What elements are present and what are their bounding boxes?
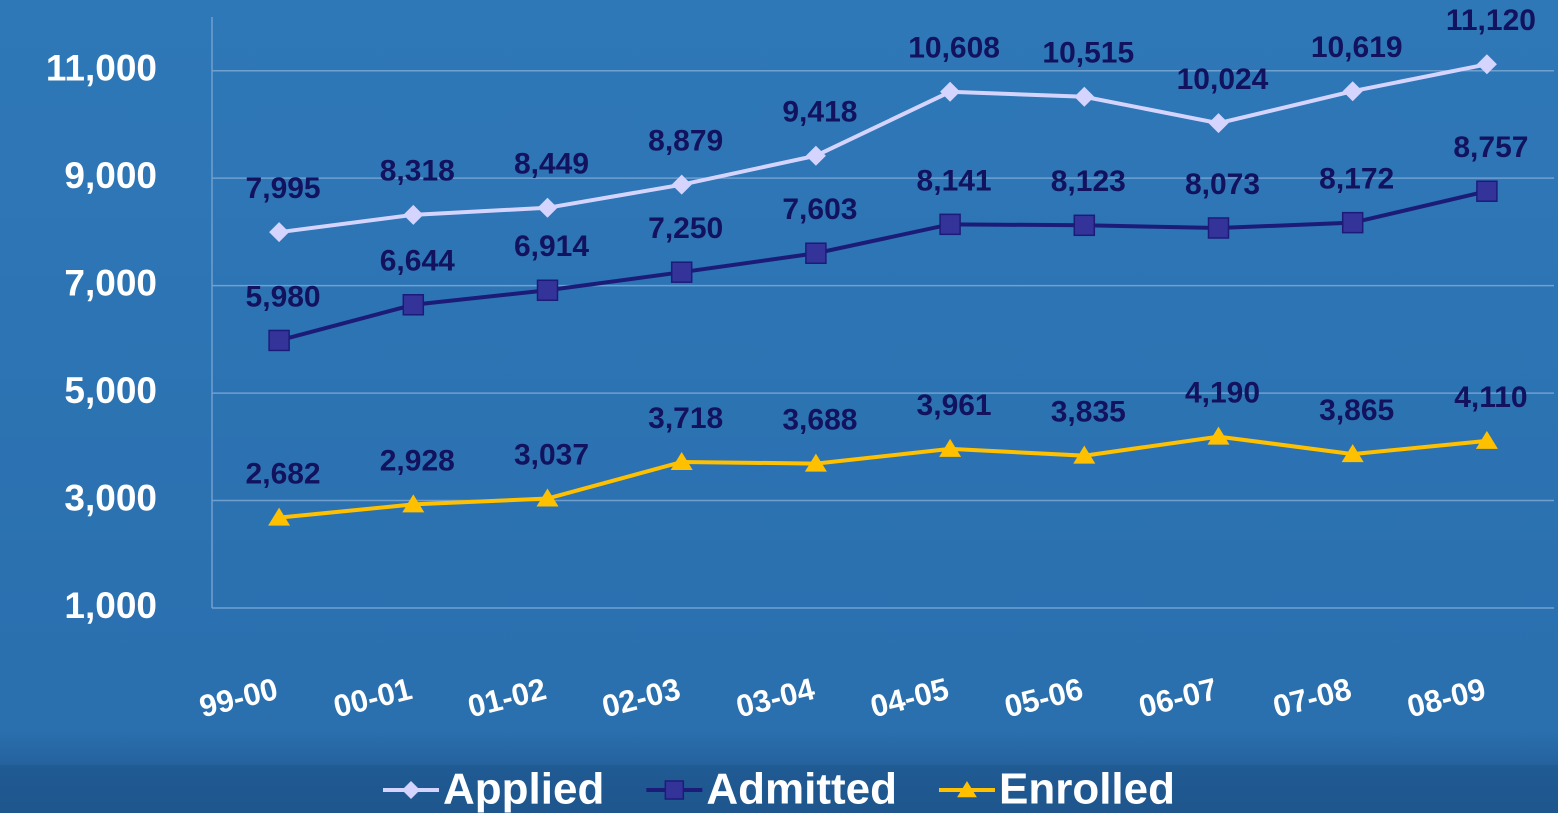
marker (403, 204, 424, 225)
data-label: 7,995 (246, 172, 321, 205)
data-label: 8,172 (1319, 163, 1394, 196)
legend-label: Admitted (706, 765, 897, 813)
data-label: 2,928 (380, 444, 455, 477)
data-label: 4,110 (1454, 381, 1527, 414)
marker (805, 145, 826, 166)
data-label: 5,980 (246, 280, 321, 313)
data-label: 8,879 (648, 125, 723, 158)
data-label: 8,757 (1453, 131, 1528, 164)
data-label: 3,037 (514, 438, 589, 471)
legend-label: Enrolled (999, 765, 1175, 813)
data-label: 11,120 (1446, 4, 1536, 37)
marker (1074, 86, 1095, 107)
data-label: 7,603 (782, 193, 857, 226)
marker (957, 781, 977, 798)
marker (537, 197, 558, 218)
marker (536, 488, 559, 507)
marker (268, 329, 290, 352)
data-label: 3,961 (917, 389, 992, 422)
y-tick-label: 3,000 (64, 477, 157, 518)
data-label: 9,418 (782, 96, 857, 129)
data-label: 2,682 (246, 458, 321, 491)
data-label: 3,718 (648, 402, 723, 435)
series-line (278, 189, 1488, 343)
marker (670, 451, 693, 470)
data-label: 3,865 (1319, 394, 1394, 427)
marker (401, 781, 420, 799)
legend-item: Enrolled (938, 765, 1175, 813)
data-label: 8,449 (514, 148, 589, 181)
data-label: 10,024 (1177, 63, 1269, 96)
marker (1207, 426, 1230, 445)
marker (1207, 217, 1230, 239)
series-line (278, 62, 1488, 235)
legend: Applied Admitted Enrolled (382, 765, 1175, 813)
legend-label: Applied (443, 765, 604, 813)
marker (1341, 211, 1364, 234)
marker (1208, 113, 1229, 134)
data-label: 3,688 (782, 404, 857, 437)
marker (804, 453, 827, 472)
marker (671, 174, 692, 195)
data-label: 7,250 (648, 212, 723, 245)
y-tick-label: 5,000 (64, 370, 157, 411)
data-label: 10,515 (1042, 37, 1134, 70)
marker (1341, 444, 1364, 463)
marker (1342, 81, 1363, 102)
y-tick-label: 1,000 (64, 585, 157, 626)
legend-item: Admitted (646, 765, 897, 813)
data-label: 4,190 (1185, 377, 1260, 410)
marker (939, 213, 961, 236)
bottom-band (0, 765, 1558, 813)
marker (1476, 54, 1497, 75)
data-label: 8,073 (1185, 168, 1260, 201)
marker (940, 81, 961, 102)
marker (939, 438, 962, 457)
marker (1475, 430, 1498, 449)
marker (536, 279, 559, 302)
marker (805, 242, 827, 264)
marker (402, 494, 425, 513)
y-tick-label: 11,000 (46, 48, 157, 89)
data-label: 10,619 (1311, 31, 1403, 64)
y-tick-label: 9,000 (64, 155, 157, 196)
marker (1073, 445, 1096, 464)
marker (1476, 180, 1498, 202)
legend-item: Applied (382, 765, 604, 813)
data-label: 3,835 (1051, 396, 1126, 429)
marker (1073, 214, 1096, 237)
series-line (278, 434, 1488, 520)
data-label: 8,123 (1051, 165, 1126, 198)
marker (402, 294, 425, 316)
marker (670, 261, 693, 283)
marker (664, 780, 685, 800)
data-label: 10,608 (908, 32, 1000, 65)
data-label: 8,141 (917, 164, 992, 197)
data-label: 8,318 (380, 155, 455, 188)
y-tick-label: 7,000 (64, 262, 157, 303)
data-label: 6,914 (514, 230, 589, 263)
data-label: 6,644 (380, 245, 455, 278)
marker (268, 507, 291, 526)
marker (269, 222, 290, 243)
